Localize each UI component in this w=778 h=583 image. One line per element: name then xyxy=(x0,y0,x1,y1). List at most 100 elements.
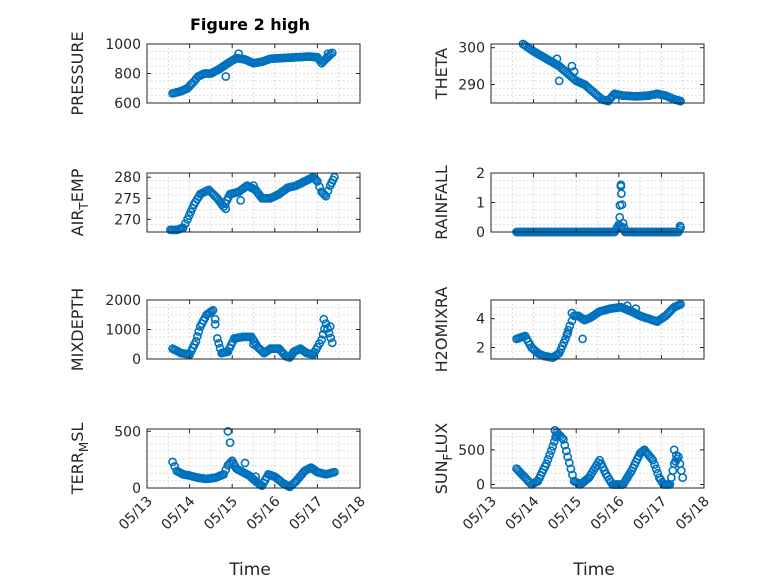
y-tick-label: 500 xyxy=(458,443,485,459)
x-tick-label: 05/14 xyxy=(503,493,543,533)
y-tick-label: 1000 xyxy=(105,323,141,339)
data-point xyxy=(557,433,567,443)
data-point xyxy=(615,212,625,222)
data-point xyxy=(234,49,243,58)
y-tick-label: 2000 xyxy=(105,293,141,309)
x-tick-label: 05/15 xyxy=(545,494,585,534)
y-tick-label: 275 xyxy=(114,191,141,207)
data-point xyxy=(178,223,188,233)
data-point xyxy=(676,466,686,475)
data-point xyxy=(545,450,554,460)
data-point xyxy=(221,204,231,214)
data-point xyxy=(616,180,626,190)
data-point xyxy=(675,221,685,231)
data-point xyxy=(617,200,627,210)
data-point xyxy=(563,452,573,462)
subplot-h2omixra: 2 4 H2OMIXRA xyxy=(432,287,705,373)
y-tick-label: 2 xyxy=(476,340,485,356)
x-tick-label: 05/14 xyxy=(159,493,199,533)
subplot-rainfall: 0 1 2 RAINFALL xyxy=(432,165,705,241)
y-axis-label: AIRTEMP xyxy=(68,168,91,236)
data-point xyxy=(578,334,587,344)
data-point xyxy=(315,182,324,192)
data-point xyxy=(678,473,688,482)
data-point xyxy=(560,440,570,450)
data-point xyxy=(326,333,336,343)
data-point xyxy=(329,172,339,182)
data-point xyxy=(225,438,235,447)
data-point xyxy=(671,450,681,460)
data-point xyxy=(676,96,685,106)
x-tick-label: 05/18 xyxy=(329,494,369,534)
y-axis-label: TERRMSL xyxy=(68,423,91,496)
subplot-air-temp: 270 275 280 AIRTEMP xyxy=(68,168,361,236)
y-tick-label: 0 xyxy=(476,225,485,241)
y-axis-label: PRESSURE xyxy=(68,31,87,115)
x-tick-label: 05/18 xyxy=(673,494,713,534)
data-point xyxy=(214,338,224,348)
data-point xyxy=(616,221,625,231)
y-tick-label: 4 xyxy=(476,312,485,328)
subplot-theta: 290 300 THETA xyxy=(432,39,705,106)
data-point xyxy=(669,445,679,455)
data-point xyxy=(329,467,339,477)
axes-box xyxy=(490,43,705,104)
x-axis-label-left: Time xyxy=(228,560,271,580)
data-point xyxy=(223,426,233,436)
subplot-terr-msl: 0 500 05/13 05/14 05/15 05/16 05/17 05/18 TERRMS… xyxy=(68,423,369,534)
data-point xyxy=(323,186,333,196)
data-point xyxy=(327,48,337,58)
data-point xyxy=(651,464,661,474)
y-tick-label: 290 xyxy=(458,78,485,94)
data-point xyxy=(221,72,231,81)
data-point xyxy=(648,455,658,465)
data-point xyxy=(321,191,331,201)
axes-box xyxy=(490,299,705,360)
data-point xyxy=(180,219,190,228)
x-axis-label-right: Time xyxy=(572,560,615,580)
data-point xyxy=(212,333,222,343)
y-tick-label: 800 xyxy=(114,67,141,83)
data-point xyxy=(617,189,626,199)
data-point xyxy=(554,76,564,86)
data-point xyxy=(622,301,632,311)
subplot-mixdepth: 0 1000 2000 MIXDEPTH xyxy=(68,288,361,371)
data-point xyxy=(192,331,202,341)
y-axis-label: H2OMIXRA xyxy=(432,287,451,373)
y-axis-label: RAINFALL xyxy=(432,165,451,240)
data-point xyxy=(249,339,258,349)
data-point xyxy=(251,472,260,482)
axes-box xyxy=(146,172,361,233)
data-point xyxy=(542,459,551,469)
data-point xyxy=(543,454,553,464)
data-point xyxy=(210,319,220,329)
data-point xyxy=(552,54,562,64)
y-tick-label: 1 xyxy=(476,196,485,212)
y-tick-label: 0 xyxy=(132,352,141,368)
data-point xyxy=(548,441,558,451)
data-point xyxy=(236,195,246,205)
data-point xyxy=(319,314,329,324)
data-point xyxy=(208,305,218,315)
y-axis-label: MIXDEPTH xyxy=(68,288,87,371)
data-point xyxy=(249,181,258,190)
y-tick-label: 2 xyxy=(476,166,485,182)
x-tick-label: 05/16 xyxy=(244,493,284,533)
x-tick-label: 05/17 xyxy=(286,494,326,534)
axes-box xyxy=(146,428,361,489)
data-point xyxy=(561,446,571,456)
x-tick-label: 05/13 xyxy=(460,494,500,534)
data-point xyxy=(676,299,685,309)
data-point xyxy=(567,308,577,318)
data-point xyxy=(569,67,579,77)
data-point xyxy=(631,304,641,313)
data-point xyxy=(240,458,250,468)
data-point xyxy=(168,457,177,467)
x-tick-label: 05/15 xyxy=(201,494,241,534)
data-point xyxy=(210,314,220,324)
data-point xyxy=(617,223,627,232)
y-tick-label: 270 xyxy=(114,212,141,228)
data-point xyxy=(312,176,322,186)
